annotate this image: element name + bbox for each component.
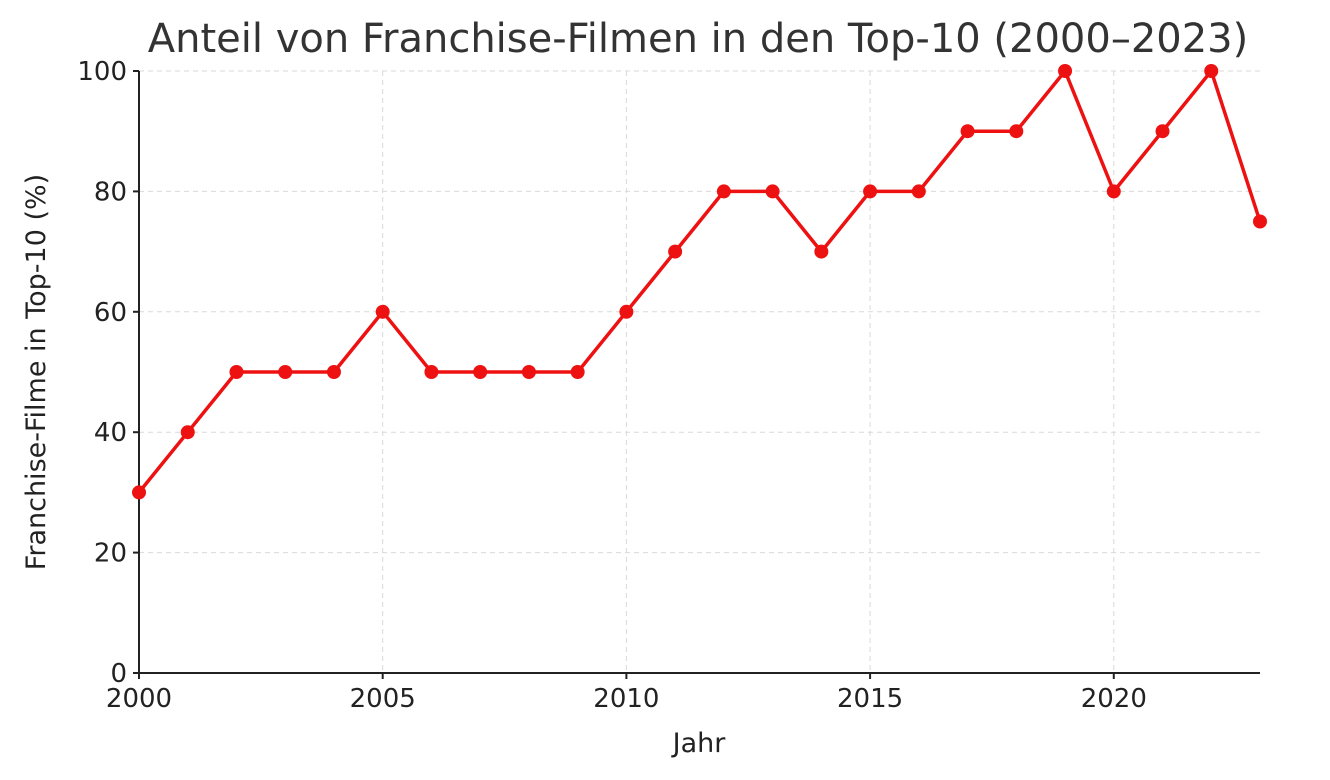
data-point <box>278 365 293 379</box>
y-axis-label: Franchise-Filme in Top-10 (%) <box>21 174 52 570</box>
data-point <box>132 485 146 500</box>
data-point <box>1253 214 1267 229</box>
y-tick-label: 20 <box>94 539 127 569</box>
data-point <box>911 184 926 199</box>
data-point <box>1204 64 1219 78</box>
data-point <box>960 124 975 139</box>
series-layer <box>132 64 1267 500</box>
data-point <box>180 425 195 440</box>
axes-layer <box>138 71 1260 674</box>
data-point <box>570 365 585 379</box>
data-point <box>1155 124 1170 139</box>
x-tick-label: 2020 <box>1081 684 1147 714</box>
data-point <box>424 365 439 379</box>
x-tick-label: 2005 <box>350 684 416 714</box>
data-point <box>668 244 683 259</box>
y-tick-label: 60 <box>94 298 127 328</box>
data-point <box>1009 124 1024 139</box>
x-axis-label: Jahr <box>671 728 727 759</box>
data-point <box>863 184 878 199</box>
data-point <box>619 304 634 319</box>
data-point <box>229 365 244 379</box>
y-tick-label: 0 <box>110 659 127 689</box>
data-point <box>473 365 488 379</box>
ticks-layer: 0 20 40 60 80 100 2000 2005 2010 2015 2020 <box>77 57 1147 714</box>
data-point <box>765 184 780 199</box>
y-tick-label: 80 <box>94 177 127 207</box>
y-tick-label: 100 <box>77 57 127 87</box>
series-line <box>137 69 1262 495</box>
y-tick-label: 40 <box>94 418 127 448</box>
x-tick-label: 2015 <box>837 684 903 714</box>
data-point <box>326 365 341 379</box>
data-point <box>1106 184 1121 199</box>
data-point <box>521 365 536 379</box>
x-tick-label: 2000 <box>106 684 172 714</box>
data-point <box>814 244 829 259</box>
data-point <box>1058 64 1073 78</box>
chart-title: Anteil von Franchise-Filmen in den Top-1… <box>148 16 1248 62</box>
x-tick-label: 2010 <box>593 684 659 714</box>
data-point <box>716 184 731 199</box>
grid-layer <box>139 70 1260 673</box>
data-point <box>375 304 390 319</box>
